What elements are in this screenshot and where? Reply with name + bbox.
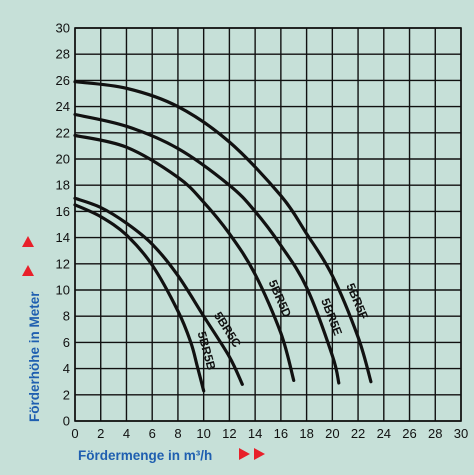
double-right-triangle-icon [254,448,265,460]
x-tick-label: 16 [274,426,288,441]
y-tick-label: 22 [56,125,70,140]
y-axis-title: Förderhöhe in Meter [27,291,42,422]
x-tick-label: 0 [71,426,78,441]
double-up-triangle-icon [22,236,34,247]
x-tick-label: 12 [222,426,236,441]
y-tick-label: 24 [56,99,70,114]
x-tick-label: 8 [174,426,181,441]
y-tick-label: 10 [56,283,70,298]
x-tick-label: 2 [97,426,104,441]
y-tick-label: 0 [63,414,70,429]
x-tick-label: 24 [377,426,391,441]
x-tick-label: 4 [123,426,130,441]
x-tick-labels: 0 2 4 6 8 10 12 14 16 18 20 22 24 26 28 30 [71,426,468,441]
curve-5br5b [73,203,206,393]
y-tick-label: 30 [56,21,70,36]
double-right-triangle-icon [239,448,250,460]
plot-frame [74,27,462,422]
x-tick-label: 14 [248,426,262,441]
pump-curves [73,80,373,393]
x-tick-label: 26 [402,426,416,441]
y-tick-label: 18 [56,178,70,193]
y-tick-label: 16 [56,204,70,219]
plot-area [75,28,461,421]
x-axis-title: Fördermenge in m³/h [78,448,212,463]
y-tick-label: 14 [56,230,70,245]
x-tick-label: 30 [454,426,468,441]
y-tick-label: 20 [56,152,70,167]
y-tick-label: 12 [56,256,70,271]
x-tick-label: 22 [351,426,365,441]
y-tick-label: 26 [56,73,70,88]
y-tick-label: 8 [63,309,70,324]
double-up-triangle-icon [22,265,34,276]
x-tick-label: 6 [149,426,156,441]
y-tick-label: 6 [63,335,70,350]
y-axis-arrows [22,236,34,276]
y-tick-label: 28 [56,47,70,62]
curve-5br5e [73,112,341,385]
curve-5br5d [73,133,296,382]
y-tick-label: 2 [63,387,70,402]
curve-5br5c [73,196,244,386]
x-tick-label: 18 [299,426,313,441]
curve-5br5f [73,80,373,384]
x-tick-label: 20 [325,426,339,441]
x-tick-label: 10 [196,426,210,441]
y-tick-label: 4 [63,361,70,376]
x-tick-label: 28 [428,426,442,441]
x-axis-arrows [239,448,265,460]
